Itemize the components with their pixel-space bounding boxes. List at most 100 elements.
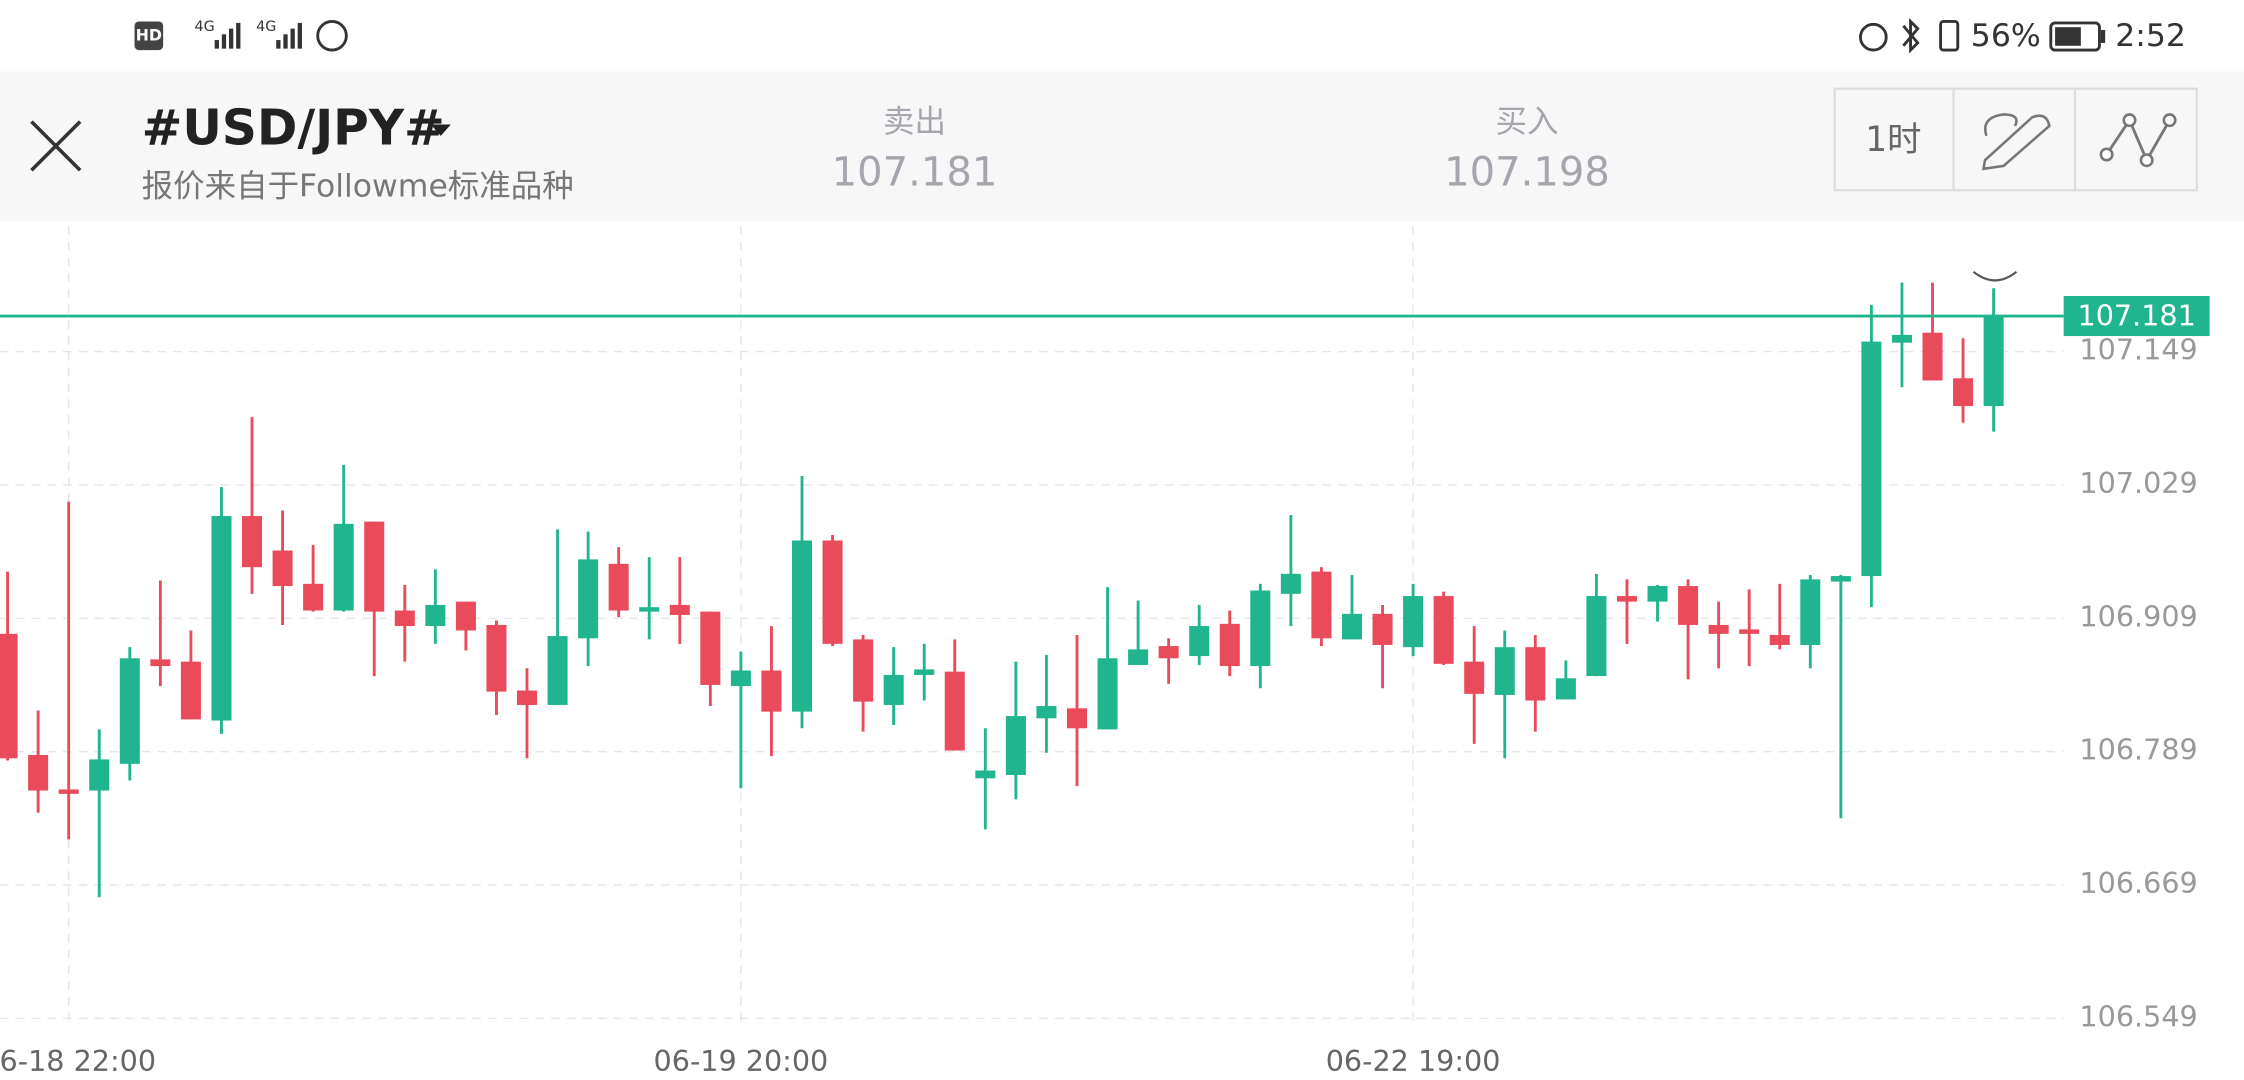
candle-body bbox=[1861, 341, 1882, 577]
symbol[interactable]: #USD/JPY# bbox=[142, 101, 445, 157]
candle-body bbox=[1372, 613, 1393, 645]
symbol-dropdown[interactable] bbox=[430, 124, 451, 136]
indicator-button[interactable] bbox=[2105, 117, 2171, 164]
alarm-icon bbox=[1859, 22, 1888, 52]
buy-price: 107.198 bbox=[1444, 150, 1610, 196]
candle-body bbox=[1555, 678, 1576, 700]
candle-body bbox=[1433, 596, 1454, 664]
candle-body bbox=[364, 521, 385, 612]
candle-body bbox=[944, 671, 965, 751]
y-tick-label: 107.029 bbox=[2079, 466, 2197, 500]
candle-body bbox=[211, 516, 232, 721]
network-text: 4G bbox=[256, 19, 276, 35]
bluetooth-icon bbox=[1902, 18, 1920, 54]
toolbar bbox=[1833, 87, 2198, 192]
battery-tip bbox=[2100, 30, 2106, 43]
header-bar bbox=[0, 71, 2244, 222]
quote-source: 报价来自于Followme标准品种 bbox=[142, 168, 574, 204]
candle-body bbox=[639, 607, 660, 612]
battery-level bbox=[2055, 27, 2081, 46]
candle-body bbox=[1708, 624, 1729, 634]
candle-body bbox=[425, 604, 446, 627]
x-tick-label: 06-22 19:00 bbox=[1326, 1044, 1501, 1078]
candle-body bbox=[455, 601, 476, 631]
candle-body bbox=[394, 610, 415, 627]
y-tick-label: 106.669 bbox=[2079, 866, 2197, 900]
timeframe-button[interactable]: 1时 bbox=[1865, 120, 1921, 160]
eye-icon[interactable] bbox=[1972, 270, 2018, 282]
candle-body bbox=[272, 550, 293, 587]
candle-body bbox=[150, 659, 171, 667]
candle-body bbox=[822, 540, 843, 644]
candle-body bbox=[1128, 649, 1149, 665]
signal-icon bbox=[276, 22, 302, 49]
candle-body bbox=[1891, 334, 1912, 343]
candle-body bbox=[578, 559, 599, 639]
sell-label: 卖出 bbox=[883, 104, 946, 140]
candle-body bbox=[700, 611, 721, 685]
candle-body bbox=[883, 674, 904, 705]
battery-icon bbox=[2049, 21, 2101, 52]
candle-body bbox=[486, 624, 507, 692]
candle-body bbox=[1678, 586, 1699, 625]
candle-body bbox=[119, 658, 140, 764]
candle-body bbox=[303, 583, 324, 611]
last-price-label: 107.181 bbox=[2077, 298, 2195, 332]
buy-label: 买入 bbox=[1496, 104, 1559, 140]
close-button[interactable] bbox=[30, 120, 82, 172]
candle-body bbox=[1097, 658, 1118, 730]
candle-body bbox=[1586, 596, 1607, 677]
candle-body bbox=[1983, 316, 2004, 407]
candle-body bbox=[1341, 613, 1362, 640]
candle-body bbox=[1036, 706, 1057, 719]
candle-body bbox=[1158, 646, 1179, 659]
indicator-button-dots[interactable] bbox=[2099, 113, 2177, 168]
candle-body bbox=[1250, 590, 1271, 667]
candle-body bbox=[730, 670, 751, 687]
candle-body bbox=[1464, 661, 1485, 694]
network-text: 4G bbox=[195, 19, 215, 35]
candle-body bbox=[761, 670, 782, 712]
vibrate-icon bbox=[1939, 20, 1960, 52]
candle-body bbox=[608, 563, 629, 611]
chart: 106.549 106.669 106.789 106.909 107.029 107.1… bbox=[0, 226, 2210, 1078]
candle-body bbox=[1525, 647, 1546, 701]
candle-body bbox=[1066, 708, 1088, 729]
y-tick-label: 106.909 bbox=[2079, 599, 2197, 633]
candle-body bbox=[1616, 596, 1637, 602]
candle-body bbox=[242, 516, 263, 568]
hd-text: HD bbox=[136, 25, 162, 44]
battery-percent: 56% bbox=[1971, 18, 2041, 54]
candle-body bbox=[975, 770, 996, 779]
candle-body bbox=[180, 661, 201, 720]
candle-body bbox=[1953, 378, 1974, 407]
candle-body bbox=[1280, 573, 1301, 594]
signal-icon bbox=[214, 22, 241, 49]
candle-body bbox=[0, 633, 18, 759]
candle-body bbox=[1739, 629, 1760, 634]
app-icon bbox=[316, 20, 348, 52]
y-tick-label: 107.149 bbox=[2079, 333, 2197, 367]
candle-body bbox=[853, 639, 874, 702]
candle-body bbox=[914, 669, 935, 675]
hd-icon bbox=[134, 21, 164, 51]
candle-body bbox=[1800, 579, 1821, 645]
y-tick-label: 106.789 bbox=[2079, 733, 2197, 767]
sell-price: 107.181 bbox=[832, 150, 998, 196]
x-tick-label: 06-18 22:00 bbox=[0, 1044, 156, 1078]
candle-body bbox=[1922, 332, 1943, 381]
clock: 2:52 bbox=[2115, 18, 2186, 54]
candle-body bbox=[669, 604, 690, 615]
draw-button[interactable] bbox=[1981, 113, 2051, 171]
candle-body bbox=[58, 789, 79, 794]
candle-body bbox=[1219, 623, 1240, 667]
candle-body bbox=[547, 636, 568, 705]
candle-body bbox=[1494, 647, 1515, 695]
candle-body bbox=[1311, 571, 1332, 639]
candle-body bbox=[1005, 716, 1026, 775]
candle-body bbox=[1769, 634, 1790, 645]
y-tick-label: 106.549 bbox=[2079, 999, 2197, 1033]
x-tick-label: 06-19 20:00 bbox=[654, 1044, 829, 1078]
